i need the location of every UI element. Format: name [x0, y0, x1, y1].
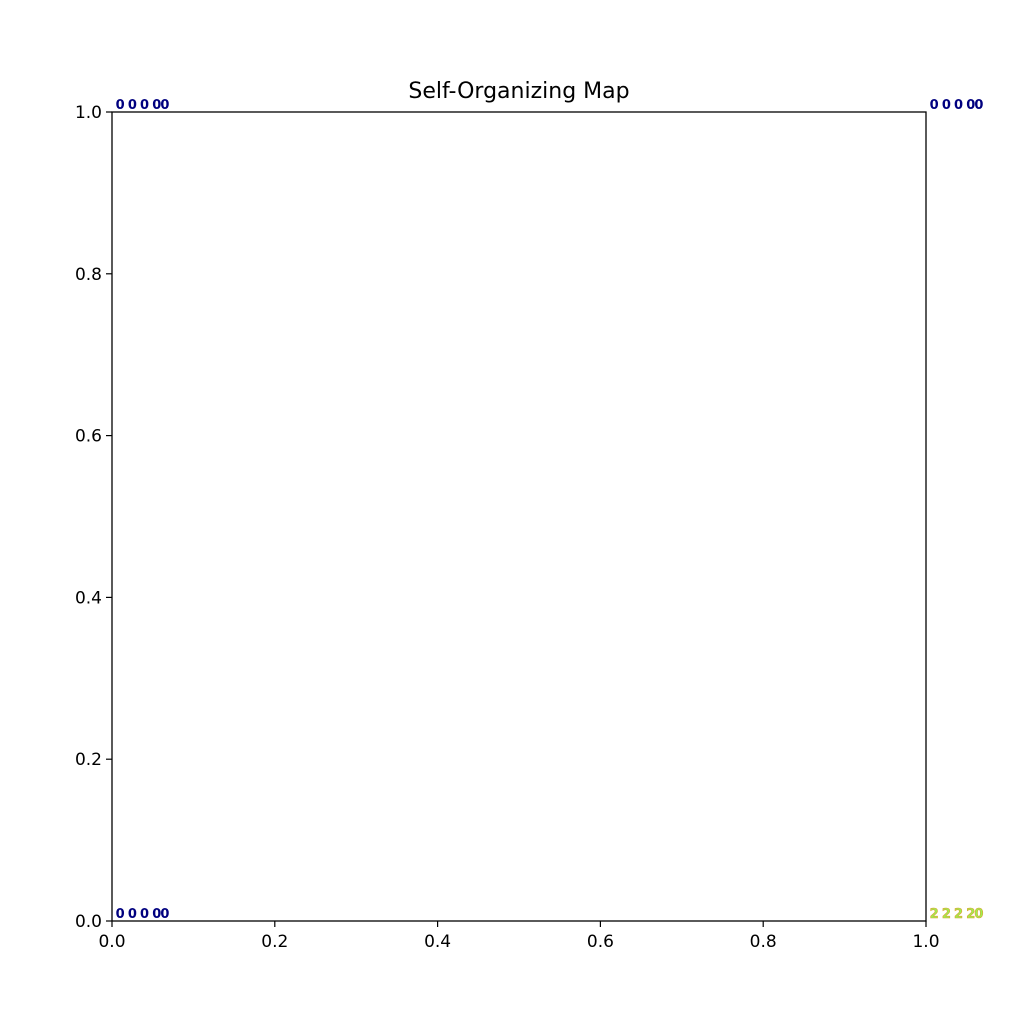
data-point-label: 0	[954, 98, 963, 113]
data-point-label: 0	[152, 907, 161, 922]
data-point-label: 0	[140, 98, 149, 113]
data-point-label: 0	[930, 98, 939, 113]
data-point-label: 0	[140, 907, 149, 922]
y-tick-label: 1.0	[75, 103, 102, 123]
x-tick-label: 0.8	[750, 932, 777, 952]
data-point-label: 0	[974, 98, 983, 113]
x-tick-label: 0.4	[424, 932, 451, 952]
y-tick-label: 0.4	[75, 588, 102, 608]
data-point-label: 2	[966, 907, 975, 922]
data-point-label: 2	[954, 907, 963, 922]
y-tick-label: 0.6	[75, 427, 102, 447]
marker-layer: 0 0 0 0 0 0 0 0 0 00 0 0 0 0 2 2 2 2 0	[116, 98, 984, 922]
data-point-label: 0	[942, 98, 951, 113]
y-tick-label: 0.0	[75, 912, 102, 932]
data-point-label: 0	[974, 907, 983, 922]
data-point-label: 0	[160, 98, 169, 113]
data-point-label: 0	[116, 907, 125, 922]
x-tick-label: 0.0	[98, 932, 125, 952]
data-point-label: 0	[128, 98, 137, 113]
x-tick-label: 1.0	[912, 932, 939, 952]
x-axis: 0.0 0.2 0.4 0.6 0.8 1.0	[98, 921, 940, 952]
data-point-label: 2	[942, 907, 951, 922]
x-tick-label: 0.2	[261, 932, 288, 952]
data-point-label: 0	[152, 98, 161, 113]
y-axis: 0.0 0.2 0.4 0.6 0.8 1.0	[75, 103, 112, 932]
data-point-label: 0	[966, 98, 975, 113]
chart-title: Self-Organizing Map	[408, 79, 629, 104]
data-point-label: 0	[116, 98, 125, 113]
y-tick-label: 0.2	[75, 750, 102, 770]
y-tick-label: 0.8	[75, 265, 102, 285]
data-point-label: 0	[128, 907, 137, 922]
data-point-label: 2	[930, 907, 939, 922]
data-point-label: 0	[160, 907, 169, 922]
x-tick-label: 0.6	[587, 932, 614, 952]
axes-frame	[111, 111, 927, 922]
